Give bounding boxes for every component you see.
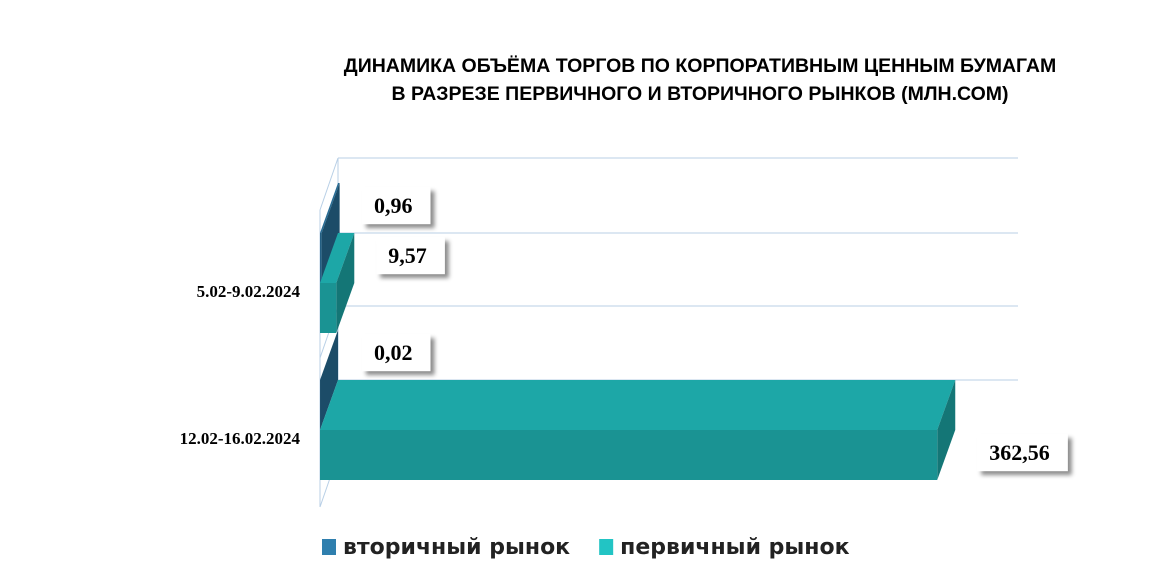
value-label-box [977, 434, 1068, 472]
legend-swatch [599, 539, 614, 555]
value-label: 362,56 [989, 440, 1050, 465]
value-label: 9,57 [388, 243, 427, 268]
value-label: 0,96 [374, 193, 413, 218]
value-label-box [376, 237, 445, 275]
legend-swatch [322, 539, 336, 555]
bar-group [320, 330, 339, 430]
chart-title: ДИНАМИКА ОБЪЁМА ТОРГОВ ПО КОРПОРАТИВНЫМ … [344, 54, 1056, 77]
chart-title: В РАЗРЕЗЕ ПЕРВИЧНОГО И ВТОРИЧНОГО РЫНКОВ… [391, 83, 1008, 105]
bar-top [320, 330, 339, 380]
bar-side [937, 380, 956, 480]
wall-line [319, 157, 339, 211]
bar [320, 430, 938, 480]
bar-side [321, 183, 340, 283]
bar-top [320, 233, 355, 283]
legend-label: первичный рынок [620, 535, 849, 560]
bar [320, 283, 337, 333]
bar-group [320, 380, 956, 480]
bar-side [336, 233, 355, 333]
bar-top [320, 183, 340, 233]
value-label: 0,02 [374, 340, 413, 365]
bar-group [320, 183, 340, 283]
category-label: 12.02-16.02.2024 [180, 429, 301, 448]
bar-top [320, 380, 956, 430]
category-label: 5.02-9.02.2024 [197, 282, 301, 301]
value-label-box [362, 187, 431, 225]
bar-side [320, 330, 339, 430]
bar [320, 233, 322, 283]
legend-label: вторичный рынок [343, 535, 570, 560]
bar-group [320, 233, 355, 333]
value-label-box [362, 334, 431, 372]
